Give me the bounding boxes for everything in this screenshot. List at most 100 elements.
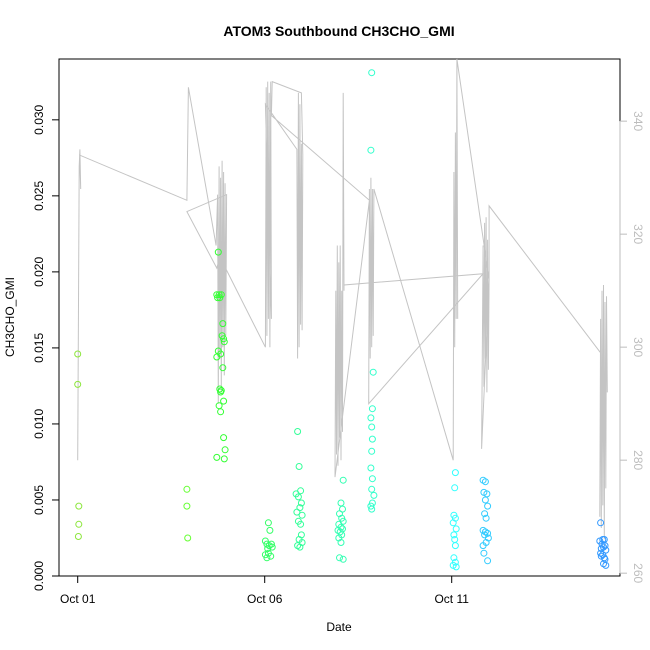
data-point xyxy=(297,499,305,507)
data-point xyxy=(369,368,377,376)
data-point xyxy=(294,428,302,435)
y-tick-label: 0.000 xyxy=(32,561,46,591)
data-point xyxy=(220,338,228,346)
y-tick-label: 0.015 xyxy=(32,333,46,363)
data-point xyxy=(296,543,304,551)
y2-tick-label: 260 xyxy=(631,563,645,583)
data-point xyxy=(452,525,460,533)
x-axis: Oct 01 Oct 06 Oct 11 xyxy=(60,575,469,606)
data-point xyxy=(220,434,228,442)
data-point xyxy=(220,397,228,405)
x-tick-label: Oct 11 xyxy=(434,592,469,606)
data-point xyxy=(297,520,305,528)
data-point xyxy=(337,499,345,507)
data-point xyxy=(214,248,222,256)
y-tick-label: 0.005 xyxy=(32,485,46,515)
data-point xyxy=(450,554,458,562)
data-point xyxy=(482,514,490,522)
data-point xyxy=(449,519,457,527)
data-point xyxy=(451,542,459,550)
data-point xyxy=(452,563,460,571)
data-point xyxy=(217,350,225,358)
data-point xyxy=(183,485,191,493)
data-point xyxy=(368,505,376,513)
x-tick-label: Oct 06 xyxy=(247,592,283,606)
data-point xyxy=(597,519,605,527)
data-point xyxy=(264,519,272,527)
data-point xyxy=(216,294,224,302)
data-point xyxy=(368,69,376,77)
data-point xyxy=(481,496,489,504)
data-point xyxy=(216,385,224,393)
data-point xyxy=(451,469,459,477)
data-point xyxy=(74,380,82,388)
data-point xyxy=(214,294,222,302)
data-point xyxy=(295,463,303,470)
data-point xyxy=(336,554,343,562)
data-point xyxy=(219,320,227,328)
y-tick-label: 0.010 xyxy=(32,409,46,439)
data-point xyxy=(484,557,492,565)
data-point xyxy=(74,350,82,358)
data-point xyxy=(367,464,375,472)
data-point xyxy=(370,491,378,499)
data-point xyxy=(268,543,276,551)
data-point xyxy=(368,405,376,413)
data-point xyxy=(219,364,227,372)
data-point xyxy=(217,408,225,416)
data-point xyxy=(183,502,191,510)
data-point xyxy=(75,502,83,510)
x-axis-label: Date xyxy=(326,620,352,634)
data-point xyxy=(480,549,488,557)
data-point xyxy=(75,520,83,528)
data-point xyxy=(368,485,376,493)
data-point xyxy=(481,510,489,518)
y2-tick-label: 280 xyxy=(631,450,645,470)
y-axis-left: 0.000 0.005 0.010 0.015 0.020 0.025 0.030 xyxy=(32,104,60,591)
data-point xyxy=(339,555,347,563)
x-tick-label: Oct 01 xyxy=(60,592,96,606)
data-point xyxy=(479,542,487,550)
y-tick-label: 0.020 xyxy=(32,257,46,287)
secondary-line-layer xyxy=(77,58,608,540)
data-point xyxy=(368,423,376,431)
secondary-series-line xyxy=(77,58,608,540)
data-point xyxy=(220,455,228,463)
data-point xyxy=(221,446,229,454)
data-point xyxy=(220,335,228,343)
data-point xyxy=(368,447,376,455)
data-point xyxy=(213,453,221,461)
data-point xyxy=(367,502,375,510)
data-point xyxy=(263,554,271,562)
data-point xyxy=(298,511,306,519)
y2-tick-label: 300 xyxy=(631,337,645,357)
y-tick-label: 0.030 xyxy=(32,104,46,134)
data-point xyxy=(267,552,275,560)
data-point xyxy=(217,387,225,394)
data-point xyxy=(184,534,192,542)
data-point xyxy=(368,435,376,443)
y-axis-label: CH3CHO_GMI xyxy=(3,277,17,357)
data-point xyxy=(337,539,345,546)
data-point xyxy=(481,478,489,486)
y2-tick-label: 340 xyxy=(631,111,645,131)
y-tick-label: 0.025 xyxy=(32,181,46,211)
data-point xyxy=(339,476,347,484)
data-point xyxy=(293,508,301,516)
data-point xyxy=(266,526,274,534)
data-point xyxy=(450,531,458,539)
points-layer xyxy=(74,69,610,571)
data-point xyxy=(367,146,375,154)
data-point xyxy=(294,493,302,501)
data-point xyxy=(484,502,492,510)
chart-title: ATOM3 Southbound CH3CHO_GMI xyxy=(223,23,454,39)
data-point xyxy=(451,484,459,492)
data-point xyxy=(267,540,275,548)
y-axis-right: 260 280 300 320 340 xyxy=(619,111,645,584)
data-point xyxy=(264,545,272,553)
y2-tick-label: 320 xyxy=(631,224,645,244)
data-point xyxy=(368,475,376,483)
data-point xyxy=(367,414,375,422)
data-point xyxy=(602,561,610,569)
